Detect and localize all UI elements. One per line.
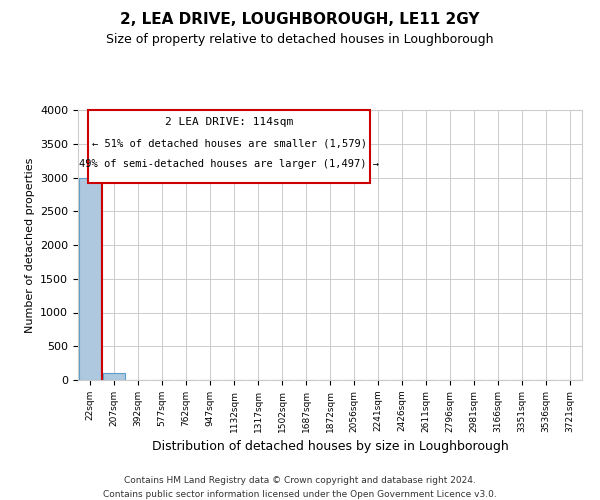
Text: Contains public sector information licensed under the Open Government Licence v3: Contains public sector information licen… [103,490,497,499]
X-axis label: Distribution of detached houses by size in Loughborough: Distribution of detached houses by size … [152,440,508,453]
Text: 49% of semi-detached houses are larger (1,497) →: 49% of semi-detached houses are larger (… [79,159,379,169]
Text: Size of property relative to detached houses in Loughborough: Size of property relative to detached ho… [106,32,494,46]
Text: 2, LEA DRIVE, LOUGHBOROUGH, LE11 2GY: 2, LEA DRIVE, LOUGHBOROUGH, LE11 2GY [120,12,480,28]
Y-axis label: Number of detached properties: Number of detached properties [25,158,35,332]
Text: ← 51% of detached houses are smaller (1,579): ← 51% of detached houses are smaller (1,… [92,138,367,149]
Text: 2 LEA DRIVE: 114sqm: 2 LEA DRIVE: 114sqm [165,117,293,127]
Bar [103,373,125,380]
FancyBboxPatch shape [88,110,370,183]
Bar [79,178,101,380]
Text: Contains HM Land Registry data © Crown copyright and database right 2024.: Contains HM Land Registry data © Crown c… [124,476,476,485]
